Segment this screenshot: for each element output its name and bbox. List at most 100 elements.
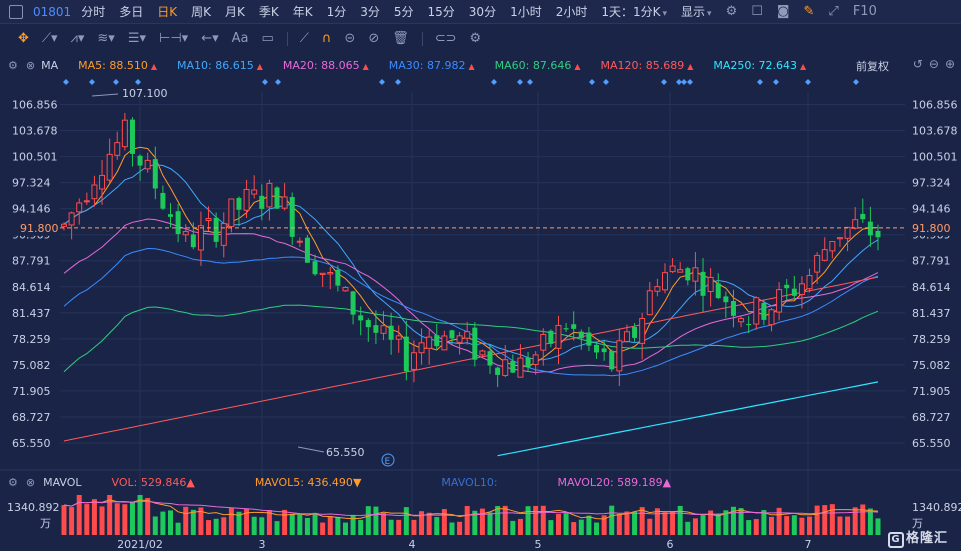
candle-body [555, 324, 562, 349]
gear-icon[interactable]: ⚙ [8, 475, 18, 489]
trend-arrow-icon: ▲ [186, 475, 195, 489]
tab-period[interactable]: 30分 [468, 5, 497, 19]
f10-button[interactable]: F10 [852, 4, 877, 19]
tab-period[interactable]: 2小时 [555, 5, 588, 19]
y-tick-label-left: 100.501 [12, 151, 58, 164]
camera-icon[interactable]: ◙ [776, 4, 790, 19]
zoom-in-icon[interactable]: ⊕ [944, 57, 955, 71]
tab-period[interactable]: 周K [191, 5, 211, 19]
candle-body [723, 296, 729, 303]
volume-bar [274, 521, 280, 535]
volume-bar [768, 516, 774, 535]
adjust-select[interactable]: 前复权 [856, 60, 889, 73]
text-tool-icon[interactable]: Aa [231, 31, 249, 46]
ma-name[interactable]: MA [41, 58, 59, 72]
candle-body [586, 332, 592, 346]
tab-period[interactable]: 1分 [326, 5, 347, 19]
wave-tool-icon[interactable]: ≋▾ [97, 31, 115, 46]
display-menu[interactable]: 显示 ▾ [681, 5, 712, 19]
trash-icon[interactable]: 🗑 [392, 31, 409, 46]
tab-period[interactable]: 3分 [360, 5, 380, 19]
fullscreen-icon[interactable]: ⤢ [828, 4, 839, 19]
close-icon[interactable]: ⊗ [25, 475, 36, 489]
candle-body [738, 318, 745, 323]
volume-bar [396, 519, 402, 535]
tab-period[interactable]: 季K [258, 5, 279, 19]
y-tick-label-right: 71.905 [912, 385, 951, 398]
y-tick-label-right: 103.678 [912, 125, 958, 138]
candle-body [358, 315, 364, 321]
tab-period[interactable]: 多日 [119, 5, 144, 19]
volume-bar [746, 520, 752, 535]
tab-period[interactable]: 年K [292, 5, 313, 19]
trend-arrow-icon: ▼ [352, 475, 362, 489]
volume-bar [213, 518, 219, 535]
x-tick-label: 7 [805, 538, 812, 551]
pencil-icon[interactable]: ✎ [803, 4, 815, 19]
tab-period[interactable]: 1小时 [510, 5, 542, 19]
arrow-tool-icon[interactable]: ←▾ [201, 31, 219, 46]
settings-icon[interactable]: ⚙ [469, 31, 482, 46]
link-icon[interactable]: ⊂⊃ [434, 31, 457, 46]
checkbox-icon[interactable]: ☐ [751, 4, 763, 19]
volume-bar [206, 520, 212, 535]
magnet-icon[interactable]: ∩ [321, 31, 332, 46]
candle-body [441, 335, 448, 351]
event-e-icon-label: E [385, 457, 391, 467]
candle-body [654, 286, 661, 292]
candle-body [243, 188, 250, 211]
gear-icon[interactable]: ⚙ [725, 4, 738, 19]
line-tool-icon[interactable]: ⟋▾ [41, 31, 58, 46]
comment-tool-icon[interactable]: ▭ [261, 31, 274, 46]
volume-bar [761, 510, 767, 535]
range-tool-icon[interactable]: ⊢⊣▾ [159, 31, 189, 46]
ruler-icon[interactable]: ⟋ [299, 31, 309, 46]
volume-bar [312, 512, 318, 535]
volume-bar [845, 516, 851, 535]
mavol-name[interactable]: MAVOL [43, 475, 82, 489]
ma-legend: ⚙ ⊗ MA MA5: 88.510 ▲ MA10: 86.615 ▲ MA20: 88… [0, 55, 961, 75]
candle-body [502, 359, 509, 376]
tab-period[interactable]: 15分 [427, 5, 455, 19]
candle-body [806, 275, 813, 290]
tab-period[interactable]: 月K [224, 5, 245, 19]
trend-arrow-icon: ▲ [256, 61, 263, 71]
volume-bar [571, 522, 577, 535]
zoom-out-icon[interactable]: ⊖ [928, 57, 939, 71]
candle-body [836, 237, 843, 240]
fibonacci-tool-icon[interactable]: ☰▾ [127, 31, 147, 46]
event-marker-icon [757, 79, 763, 85]
volume-bar [852, 507, 858, 535]
tab-period[interactable]: 分时 [81, 5, 106, 19]
tab-period[interactable]: 日K [157, 5, 178, 19]
candle-body [61, 223, 67, 227]
volume-bar [457, 521, 463, 535]
ma-legend-item: MA10: 86.615 ▲ [176, 58, 263, 72]
volume-bar [563, 513, 569, 535]
move-cross-icon[interactable]: ✥ [18, 31, 29, 46]
event-marker-icon [603, 79, 609, 85]
polyline-tool-icon[interactable]: ⩘▾ [70, 31, 85, 46]
volume-bar [282, 509, 288, 535]
candle-body [844, 226, 851, 239]
volume-bar [190, 509, 196, 535]
period-select[interactable]: 1天：1分K ▾ [601, 5, 668, 19]
sidebar-toggle-icon[interactable] [9, 4, 23, 19]
candle-body [168, 214, 174, 217]
close-icon[interactable]: ⊗ [25, 58, 36, 72]
ma5-line [63, 146, 878, 368]
candle-body [571, 324, 577, 329]
ma-legend-item: MA120: 85.689 ▲ [600, 58, 694, 72]
tab-period[interactable]: 5分 [393, 5, 414, 19]
candle-body [669, 265, 676, 273]
undo-icon[interactable]: ↺ [912, 57, 923, 71]
ma120-line [63, 276, 879, 442]
volume-bar [129, 502, 135, 535]
y-tick-label-right: 97.324 [912, 177, 951, 190]
gear-icon[interactable]: ⚙ [8, 58, 18, 72]
hide-icon[interactable]: ⊘ [368, 31, 380, 46]
lock-icon[interactable]: ⊝ [344, 31, 356, 46]
volume-bar [84, 504, 90, 535]
y-tick-label-right: 94.146 [912, 203, 951, 216]
